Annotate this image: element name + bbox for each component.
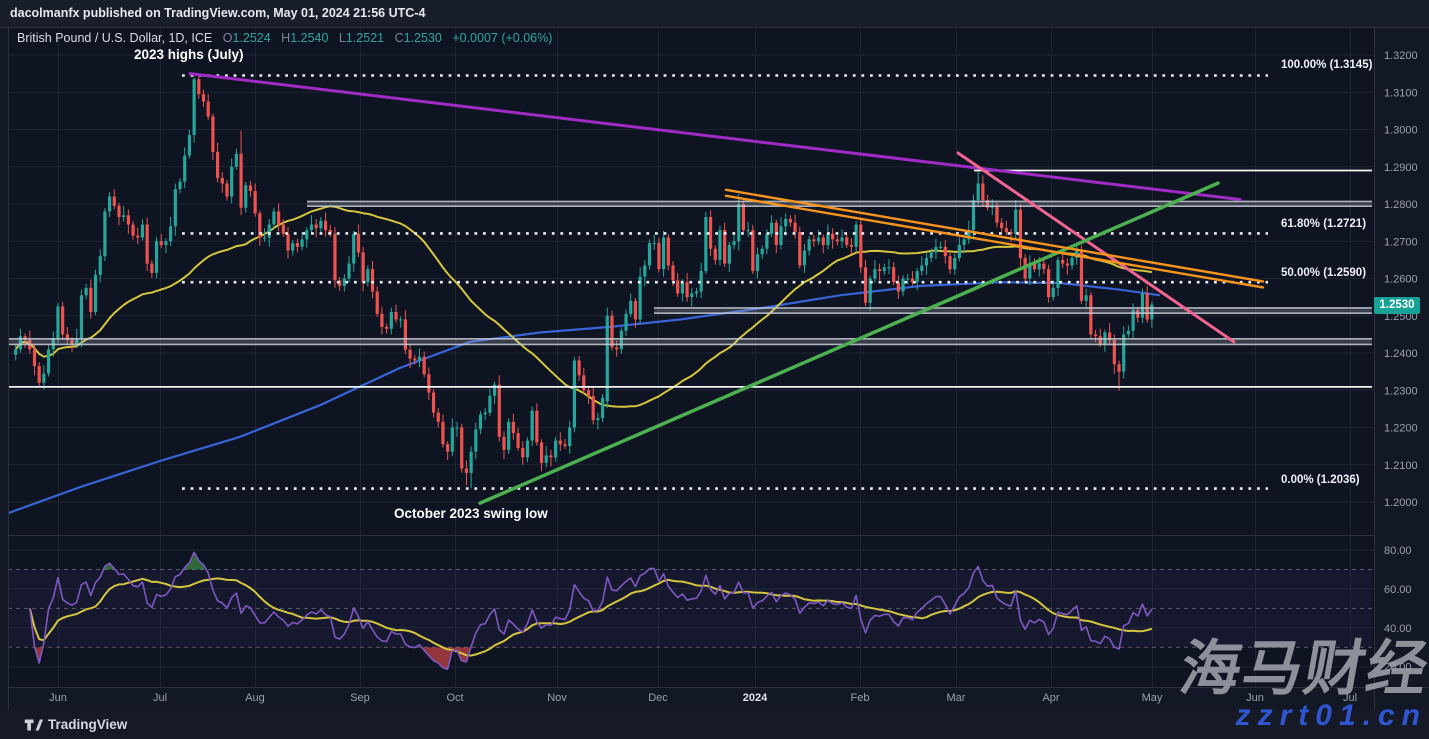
trendline-green[interactable]: [478, 181, 1220, 505]
symbol-title[interactable]: British Pound / U.S. Dollar, 1D, ICE: [17, 31, 213, 45]
svg-text:Dec: Dec: [648, 692, 668, 704]
annotation-2023-highs[interactable]: 2023 highs (July): [134, 47, 244, 62]
zone-1-2520[interactable]: [654, 307, 1372, 314]
price-badge: 1.2530: [1374, 297, 1420, 314]
svg-text:Jun: Jun: [49, 692, 67, 704]
fib-label-618: 61.80% (1.2721): [1281, 218, 1367, 230]
trendline-purple[interactable]: [188, 72, 1242, 202]
svg-text:Jun: Jun: [1246, 692, 1264, 704]
footer-bar: TradingView: [0, 710, 1429, 739]
svg-text:Oct: Oct: [446, 692, 463, 704]
svg-text:Apr: Apr: [1042, 692, 1059, 704]
high-value: 1.2540: [290, 31, 329, 45]
symbol-legend[interactable]: British Pound / U.S. Dollar, 1D, ICE O1.…: [17, 31, 552, 45]
svg-text:Sep: Sep: [350, 692, 370, 704]
svg-text:1.3000: 1.3000: [1384, 125, 1418, 137]
svg-text:1.3200: 1.3200: [1384, 50, 1418, 62]
trendline-pink[interactable]: [956, 151, 1236, 344]
svg-text:Nov: Nov: [547, 692, 567, 704]
orange-channel-upper[interactable]: [724, 188, 1265, 283]
svg-text:1.3100: 1.3100: [1384, 87, 1418, 99]
open-label: O: [222, 31, 233, 45]
fib-retracement[interactable]: [182, 74, 1268, 490]
low-label: L: [338, 31, 346, 45]
rsi-axis-labels[interactable]: 80.00 60.00 40.00 20.00: [1384, 545, 1412, 674]
svg-text:Jul: Jul: [1343, 692, 1357, 704]
annotation-october-swing-low[interactable]: October 2023 swing low: [394, 506, 548, 521]
svg-text:Feb: Feb: [851, 692, 870, 704]
fib-label-50: 50.00% (1.2590): [1281, 267, 1367, 279]
svg-text:60.00: 60.00: [1384, 584, 1412, 596]
watermark-url: zzrt01.cn: [1235, 699, 1427, 732]
rsi-ma-line: [28, 577, 1153, 657]
watermark-title: 海马财经: [1175, 635, 1429, 702]
svg-text:1.2100: 1.2100: [1384, 460, 1418, 472]
chart-pane[interactable]: [8, 27, 1374, 687]
svg-text:Aug: Aug: [245, 692, 265, 704]
open-value: 1.2524: [232, 31, 271, 45]
close-label: C: [394, 31, 404, 45]
zone-1-2440[interactable]: [8, 338, 1372, 346]
tradingview-logo-icon[interactable]: [24, 717, 43, 733]
zone-1-2800[interactable]: [307, 200, 1372, 208]
svg-text:1.2400: 1.2400: [1384, 348, 1418, 360]
ma-200-line[interactable]: [8, 281, 1161, 515]
high-label: H: [281, 31, 291, 45]
svg-text:Jul: Jul: [153, 692, 167, 704]
orange-channel-lower[interactable]: [724, 194, 1265, 289]
gridlines: [8, 27, 1374, 687]
time-axis-labels[interactable]: Jun Jul Aug Sep Oct Nov Dec 2024 Feb Mar Apr May Jun…: [49, 692, 1357, 704]
svg-text:1.2700: 1.2700: [1384, 236, 1418, 248]
rsi-line: [29, 551, 1153, 670]
svg-text:1.2300: 1.2300: [1384, 385, 1418, 397]
low-value: 1.2521: [345, 31, 385, 45]
svg-text:2024: 2024: [743, 692, 768, 704]
rsi-overbought-fill: [103, 552, 980, 570]
change-value: +0.0007 (+0.06%): [452, 31, 553, 45]
attribution-bar: dacolmanfx published on TradingView.com,…: [0, 0, 1429, 27]
close-value: 1.2530: [403, 31, 442, 45]
svg-text:80.00: 80.00: [1384, 545, 1412, 557]
svg-text:1.2900: 1.2900: [1384, 162, 1418, 174]
svg-text:May: May: [1142, 692, 1163, 704]
candlestick-series: [14, 75, 1154, 489]
svg-text:1.2800: 1.2800: [1384, 199, 1418, 211]
svg-text:40.00: 40.00: [1384, 623, 1412, 635]
price-axis-labels[interactable]: 1.3200 1.3100 1.3000 1.2900 1.2800 1.2700 1.26…: [1384, 50, 1418, 509]
svg-text:1.2200: 1.2200: [1384, 423, 1418, 435]
fib-label-0: 0.00% (1.2036): [1281, 474, 1360, 486]
tradingview-brand-text[interactable]: TradingView: [48, 717, 128, 732]
svg-text:1.2600: 1.2600: [1384, 274, 1418, 286]
svg-text:Mar: Mar: [947, 692, 966, 704]
attribution-text: dacolmanfx published on TradingView.com,…: [10, 6, 426, 20]
rsi-band-fill: [8, 568, 1372, 648]
fib-label-100: 100.00% (1.3145): [1281, 59, 1373, 71]
svg-text:20.00: 20.00: [1384, 662, 1412, 674]
svg-text:1.2000: 1.2000: [1384, 497, 1418, 509]
